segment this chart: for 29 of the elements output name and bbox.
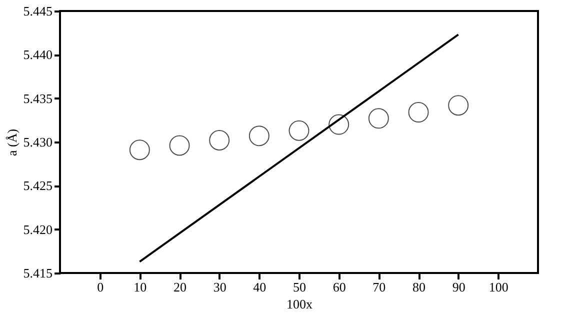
x-tick-label: 60	[332, 280, 346, 294]
point	[129, 140, 150, 160]
y-tick-label: 5.445	[23, 4, 52, 18]
x-tick-label: 30	[213, 280, 226, 294]
x-axis-title: 100x	[286, 296, 313, 312]
point	[368, 108, 389, 129]
x-tick-label: 40	[253, 280, 266, 294]
x-tick-label: 20	[174, 280, 186, 294]
x-tick-label: 80	[412, 280, 426, 294]
x-tick-label: 90	[452, 280, 466, 294]
y-tick-label: 5.440	[23, 47, 52, 62]
point	[408, 102, 429, 123]
x-tick-label: 10	[134, 280, 147, 294]
point	[288, 120, 310, 141]
y-tick-label: 5.415	[23, 266, 52, 280]
x-tick-label: 0	[97, 280, 104, 294]
y-axis-title: a (Å)	[4, 128, 20, 156]
x-tick-label: 70	[372, 280, 386, 294]
point	[328, 114, 350, 135]
point	[448, 95, 469, 116]
y-tick-label: 5.425	[23, 178, 52, 194]
point	[169, 135, 190, 156]
point	[209, 130, 230, 150]
y-tick-label: 5.420	[23, 222, 52, 237]
y-tick-label: 5.430	[23, 134, 52, 150]
x-tick-label: 50	[293, 280, 306, 294]
x-tick-label: 100	[488, 280, 508, 294]
point	[248, 126, 270, 146]
y-tick-label: 5.435	[23, 90, 52, 106]
